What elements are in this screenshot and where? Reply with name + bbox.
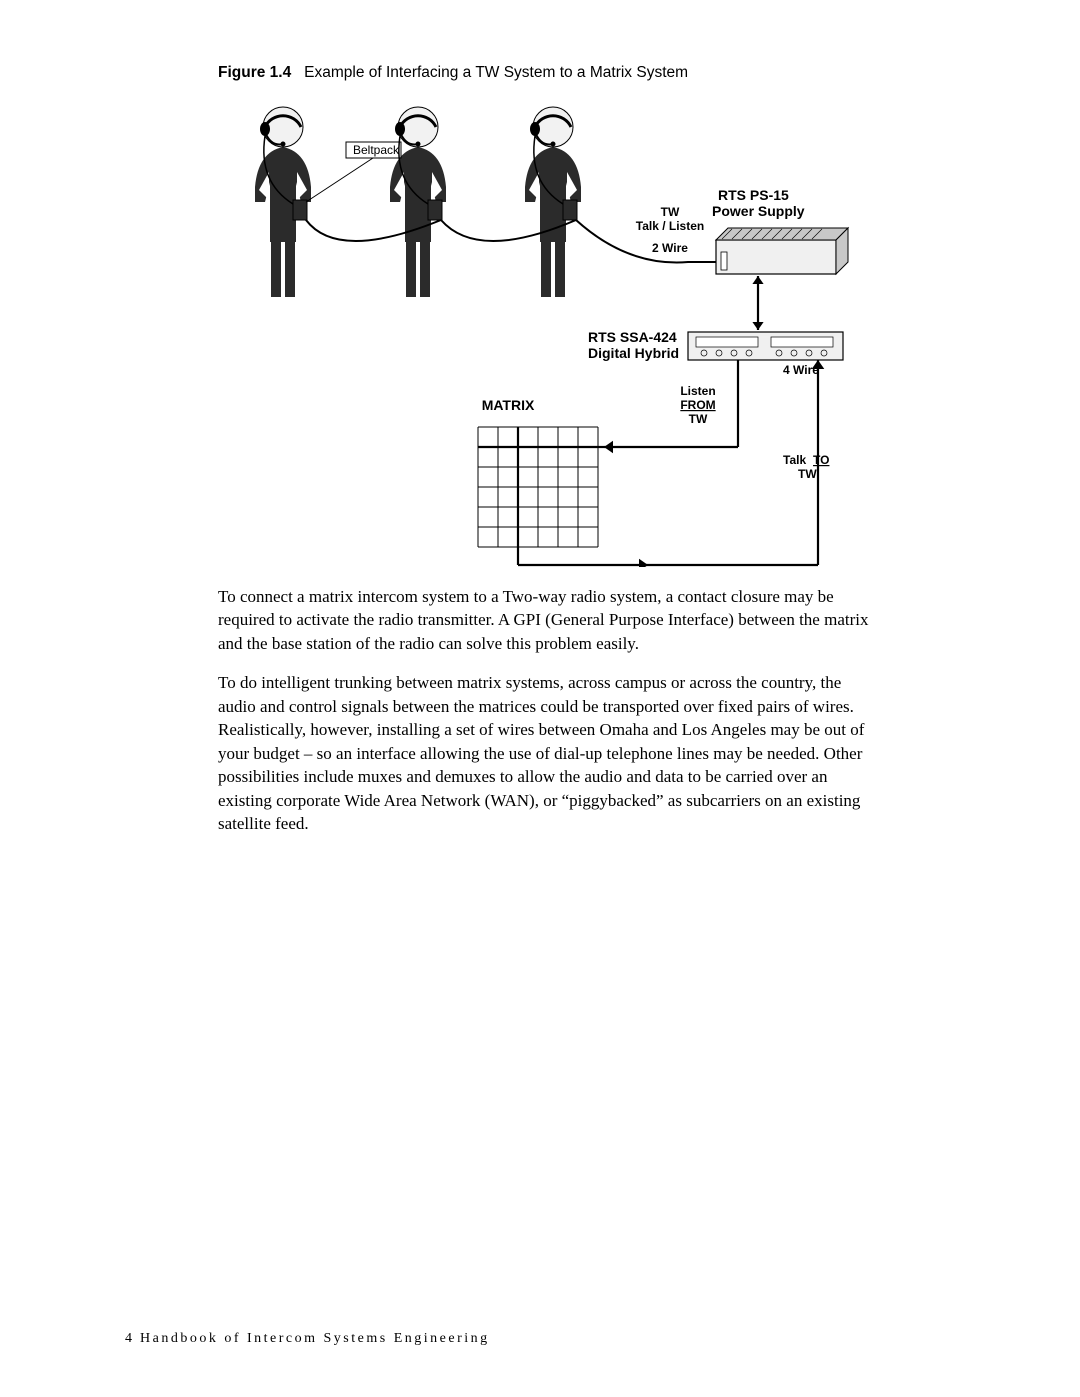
- svg-text:TW: TW: [661, 205, 680, 219]
- diagram-svg: BeltpackRTS PS-15Power SupplyTWTalk / Li…: [218, 92, 858, 567]
- svg-text:Talk: Talk: [783, 453, 806, 467]
- svg-text:RTS PS-15: RTS PS-15: [718, 187, 789, 203]
- footer-title: Handbook of Intercom Systems Engineering: [140, 1331, 490, 1346]
- figure-caption: Figure 1.4 Example of Interfacing a TW S…: [218, 64, 878, 82]
- svg-text:Beltpack: Beltpack: [353, 143, 400, 157]
- svg-text:Digital Hybrid: Digital Hybrid: [588, 345, 679, 361]
- svg-text:TW: TW: [689, 412, 708, 426]
- body-paragraph-2: To do intelligent trunking between matri…: [218, 671, 878, 835]
- svg-text:TW: TW: [798, 467, 817, 481]
- figure-label: Figure 1.4: [218, 64, 291, 81]
- svg-text:4 Wire: 4 Wire: [783, 363, 819, 377]
- content-column: Figure 1.4 Example of Interfacing a TW S…: [218, 64, 878, 852]
- page-number: 4: [125, 1331, 132, 1346]
- svg-text:Power Supply: Power Supply: [712, 203, 805, 219]
- body-paragraph-1: To connect a matrix intercom system to a…: [218, 585, 878, 655]
- svg-text:Talk / Listen: Talk / Listen: [636, 219, 704, 233]
- svg-text:MATRIX: MATRIX: [482, 397, 535, 413]
- figure-caption-text: Example of Interfacing a TW System to a …: [304, 64, 688, 81]
- svg-text:TO: TO: [813, 453, 829, 467]
- svg-text:FROM: FROM: [680, 398, 715, 412]
- svg-text:RTS SSA-424: RTS SSA-424: [588, 329, 677, 345]
- page-footer: 4 Handbook of Intercom Systems Engineerin…: [125, 1331, 490, 1347]
- page: Figure 1.4 Example of Interfacing a TW S…: [0, 0, 1080, 1397]
- figure-diagram: BeltpackRTS PS-15Power SupplyTWTalk / Li…: [218, 92, 858, 567]
- svg-text:Listen: Listen: [680, 384, 715, 398]
- svg-text:2 Wire: 2 Wire: [652, 241, 688, 255]
